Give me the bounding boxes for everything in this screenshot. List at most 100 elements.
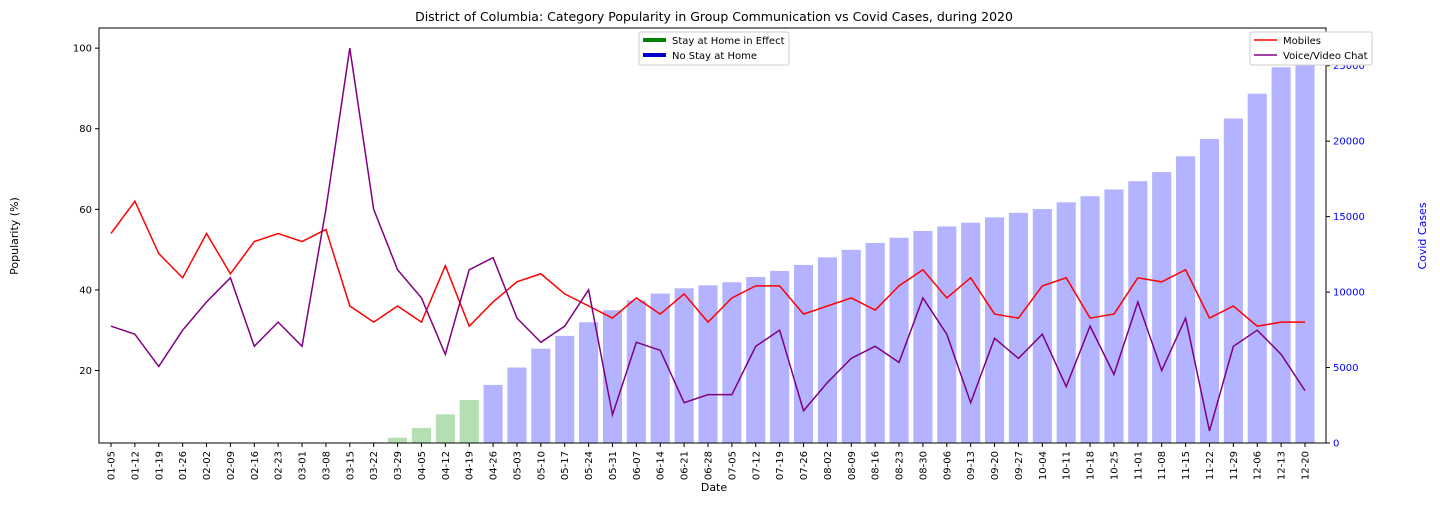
case-bar-07-26 xyxy=(793,264,814,443)
case-bar-05-24 xyxy=(579,322,599,443)
case-bar-07-05 xyxy=(722,282,742,443)
x-tick-label: 08-30 xyxy=(918,451,929,480)
x-tick-label: 11-08 xyxy=(1157,451,1168,480)
legend-box-left xyxy=(638,31,790,66)
y-tick-label: 40 xyxy=(79,285,92,296)
lines-layer xyxy=(110,48,1306,432)
x-tick-label: 04-12 xyxy=(441,451,452,480)
x-tick-label: 04-05 xyxy=(417,451,428,480)
x-tick-label: 07-12 xyxy=(751,451,762,480)
case-bar-11-01 xyxy=(1128,181,1148,444)
legend-series: Mobiles Voice/Video Chat xyxy=(1249,31,1373,66)
x-tick-label: 09-06 xyxy=(942,451,953,480)
x-tick-label: 10-25 xyxy=(1109,451,1120,480)
x-tick-label: 03-01 xyxy=(298,451,309,480)
x-tick-label: 07-26 xyxy=(799,451,810,480)
case-bar-11-15 xyxy=(1176,156,1196,443)
case-bar-10-18 xyxy=(1080,196,1100,443)
case-bar-03-29 xyxy=(388,437,408,443)
case-bar-08-23 xyxy=(889,237,909,443)
x-tick-label: 09-27 xyxy=(1014,451,1025,480)
legend-box-right xyxy=(1249,31,1373,66)
case-bar-05-10 xyxy=(531,348,551,443)
x-tick-label: 09-20 xyxy=(990,451,1001,480)
x-tick-label: 04-26 xyxy=(489,451,500,480)
x-tick-label: 02-16 xyxy=(250,451,261,480)
x-tick-label: 06-21 xyxy=(680,451,691,480)
x-tick-label: 11-29 xyxy=(1229,451,1240,480)
x-tick-label: 05-10 xyxy=(536,451,547,480)
case-bar-11-08 xyxy=(1152,172,1172,443)
y2-tick-label: 0 xyxy=(1333,439,1339,450)
y2-tick-label: 10000 xyxy=(1333,288,1365,299)
case-bar-10-25 xyxy=(1104,189,1124,443)
y-tick-label: 100 xyxy=(73,44,92,55)
case-bar-12-06 xyxy=(1247,93,1267,444)
case-bar-10-04 xyxy=(1032,209,1052,443)
y2-axis-label: Covid Cases xyxy=(1416,202,1429,269)
case-bar-06-14 xyxy=(650,293,670,443)
x-tick-label: 01-26 xyxy=(178,451,189,480)
x-tick-label: 12-13 xyxy=(1277,451,1288,480)
x-tick-label: 05-03 xyxy=(512,451,523,480)
x-tick-label: 03-08 xyxy=(321,451,332,480)
legend-stay-at-home: Stay at Home in Effect No Stay at Home xyxy=(638,31,790,66)
legend-label-stay-at-home: Stay at Home in Effect xyxy=(672,36,785,47)
series-line-voice-video-chat xyxy=(110,48,1306,432)
case-bar-09-13 xyxy=(961,222,981,443)
case-bar-12-13 xyxy=(1271,67,1291,444)
case-bar-07-12 xyxy=(746,277,766,443)
y2-tick-label: 15000 xyxy=(1333,212,1365,223)
x-tick-label: 01-05 xyxy=(107,451,118,480)
case-bar-10-11 xyxy=(1056,202,1076,443)
case-bar-12-20 xyxy=(1295,41,1315,443)
case-bar-09-20 xyxy=(985,217,1005,443)
plot-frame xyxy=(98,27,1327,444)
x-tick-label: 05-24 xyxy=(584,451,595,480)
x-tick-label: 05-17 xyxy=(560,451,571,480)
series-line-mobiles xyxy=(110,199,1305,328)
x-tick-label: 05-31 xyxy=(608,451,619,480)
case-bar-04-05 xyxy=(411,427,431,443)
x-tick-label: 03-15 xyxy=(345,451,356,480)
y2-tick-label: 20000 xyxy=(1333,137,1365,148)
x-tick-label: 10-11 xyxy=(1062,451,1073,480)
x-axis-label: Date xyxy=(701,481,728,494)
y-axis-label: Popularity (%) xyxy=(8,197,21,275)
x-tick-label: 09-13 xyxy=(966,451,977,480)
bars-layer xyxy=(364,41,1315,444)
case-bar-08-02 xyxy=(817,257,837,443)
case-bar-05-17 xyxy=(555,335,575,443)
chart-title: District of Columbia: Category Popularit… xyxy=(415,9,1013,24)
x-tick-label: 06-14 xyxy=(656,451,667,480)
y-tick-label: 20 xyxy=(79,366,92,377)
y-tick-label: 60 xyxy=(79,205,92,216)
x-tick-label: 12-06 xyxy=(1253,451,1264,480)
y2-tick-label: 25000 xyxy=(1333,61,1365,72)
x-tick-label: 02-23 xyxy=(274,451,285,480)
case-bar-07-19 xyxy=(770,270,790,443)
case-bar-08-09 xyxy=(841,249,861,443)
legend-label-mobiles: Mobiles xyxy=(1283,36,1321,47)
x-tick-label: 12-20 xyxy=(1301,451,1312,480)
x-tick-label: 11-15 xyxy=(1181,451,1192,480)
y-axis-left: 20 40 60 80 100 xyxy=(73,44,99,377)
x-tick-label: 02-09 xyxy=(226,451,237,480)
y2-tick-label: 5000 xyxy=(1333,363,1358,374)
x-tick-label: 01-19 xyxy=(154,451,165,480)
x-tick-label: 08-09 xyxy=(847,451,858,480)
x-tick-label: 11-22 xyxy=(1205,451,1216,480)
x-tick-label: 03-29 xyxy=(393,451,404,480)
x-tick-label: 06-07 xyxy=(632,451,643,480)
x-tick-label: 02-02 xyxy=(202,451,213,480)
x-tick-label: 07-05 xyxy=(727,451,738,480)
case-bar-06-28 xyxy=(698,285,718,443)
x-tick-label: 08-23 xyxy=(895,451,906,480)
case-bar-11-29 xyxy=(1223,118,1243,444)
case-bar-05-03 xyxy=(507,367,527,443)
legend-label-voice-video-chat: Voice/Video Chat xyxy=(1283,51,1368,62)
case-bar-06-21 xyxy=(674,288,694,443)
case-bar-08-30 xyxy=(913,230,933,443)
x-tick-label: 07-19 xyxy=(775,451,786,480)
